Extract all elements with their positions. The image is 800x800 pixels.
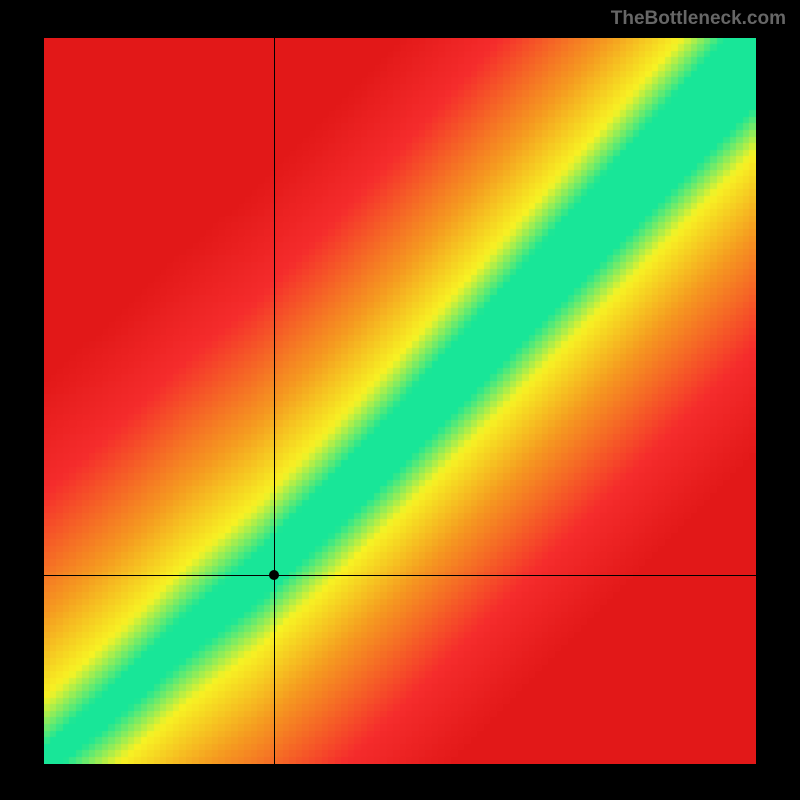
crosshair-vertical xyxy=(274,38,275,764)
attribution-label: TheBottleneck.com xyxy=(611,8,786,30)
heatmap-plot xyxy=(44,38,756,764)
data-point-marker xyxy=(269,570,279,580)
crosshair-horizontal xyxy=(44,575,756,576)
chart-container: TheBottleneck.com xyxy=(0,0,800,800)
heatmap-canvas xyxy=(44,38,756,764)
